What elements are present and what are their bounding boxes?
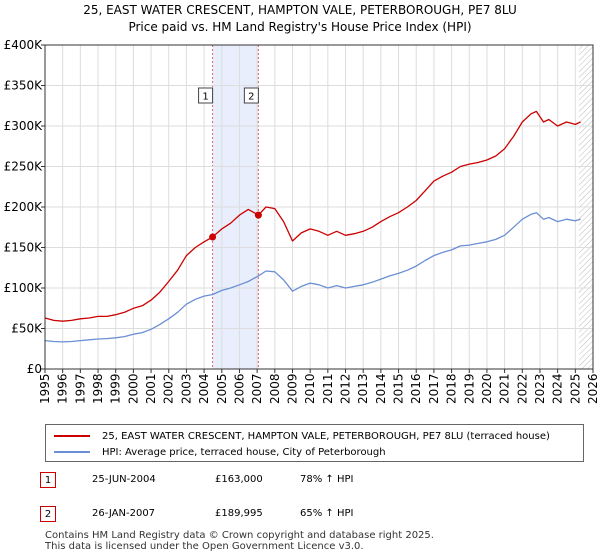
y-tick-label: £50K [11,322,43,336]
x-tick-label: 2003 [179,373,193,404]
x-tick-label: 2000 [126,373,140,404]
x-tick-label: 2020 [480,373,494,404]
legend-item-property: 25, EAST WATER CRESCENT, HAMPTON VALE, P… [54,428,550,444]
y-tick-label: £350K [4,79,44,93]
x-tick-label: 2014 [374,373,388,404]
x-tick-label: 2005 [215,373,229,404]
y-tick-label: £100K [4,281,44,295]
x-tick-label: 2021 [498,373,512,404]
x-tick-label: 2009 [285,373,299,404]
legend-item-hpi: HPI: Average price, terraced house, City… [54,444,386,460]
x-tick-label: 2012 [339,373,353,404]
sale-label: 2 [248,92,254,103]
sale-label-box [198,87,214,104]
footer-licence: This data is licensed under the Open Gov… [45,541,364,552]
x-tick-label: 2015 [392,373,406,404]
chart: 25, EAST WATER CRESCENT, HAMPTON VALE, P… [4,3,600,404]
sale-date: 25-JUN-2004 [92,474,156,485]
x-tick-label: 1996 [56,373,70,404]
sale-point [254,211,262,219]
y-tick-label: £250K [4,160,44,174]
sale-row: 2 26-JAN-2007 £189,995 65% ↑ HPI [40,506,420,526]
x-tick-label: 2026 [586,373,600,404]
hpi-series-line [44,212,581,343]
sale-hpi-change: 78% ↑ HPI [300,474,354,485]
x-tick-label: 2001 [144,373,158,404]
x-tick-label: 1995 [38,373,52,404]
legend: 25, EAST WATER CRESCENT, HAMPTON VALE, P… [45,424,584,462]
x-tick-label: 2002 [162,373,176,404]
sale-hpi-change: 65% ↑ HPI [300,508,354,519]
footer-copyright: Contains HM Land Registry data © Crown c… [45,530,434,541]
sale-label: 1 [202,92,208,103]
footer: Contains HM Land Registry data © Crown c… [45,530,434,552]
y-tick-label: £300K [4,119,44,133]
x-tick-label: 2023 [533,373,547,404]
x-tick-label: 2022 [515,373,529,404]
sale-label-box [243,87,259,104]
y-tick-label: £400K [4,38,44,52]
sale-row: 1 25-JUN-2004 £163,000 78% ↑ HPI [40,472,420,492]
chart-title: 25, EAST WATER CRESCENT, HAMPTON VALE, P… [83,3,517,17]
x-tick-label: 2006 [232,373,246,404]
sale-price: £163,000 [215,474,263,485]
sale-date: 26-JAN-2007 [92,508,156,519]
x-tick-label: 2024 [551,373,565,404]
legend-swatch-property [54,435,90,437]
x-tick-label: 2008 [268,373,282,404]
x-tick-label: 2025 [568,373,582,404]
x-tick-label: 2016 [409,373,423,404]
y-tick-label: £200K [4,200,44,214]
sale-number-badge: 1 [40,472,56,488]
legend-label-hpi: HPI: Average price, terraced house, City… [102,446,386,458]
y-tick-label: £0 [27,362,42,376]
x-tick-label: 2017 [427,373,441,404]
x-tick-label: 1999 [109,373,123,404]
chart-subtitle: Price paid vs. HM Land Registry's House … [128,20,471,34]
x-tick-label: 2013 [356,373,370,404]
x-tick-label: 2010 [303,373,317,404]
x-tick-label: 2004 [197,373,211,404]
x-tick-label: 2019 [462,373,476,404]
x-tick-label: 2007 [250,373,264,404]
sale-number-badge: 2 [40,506,56,522]
x-tick-label: 2018 [445,373,459,404]
y-tick-label: £150K [4,241,44,255]
sale-point [209,233,217,241]
property-series-line [44,110,581,322]
legend-label-property: 25, EAST WATER CRESCENT, HAMPTON VALE, P… [102,430,550,442]
x-tick-label: 2011 [321,373,335,404]
legend-swatch-hpi [54,451,90,453]
x-tick-label: 1998 [91,373,105,404]
sale-price: £189,995 [215,508,263,519]
x-tick-label: 1997 [73,373,87,404]
